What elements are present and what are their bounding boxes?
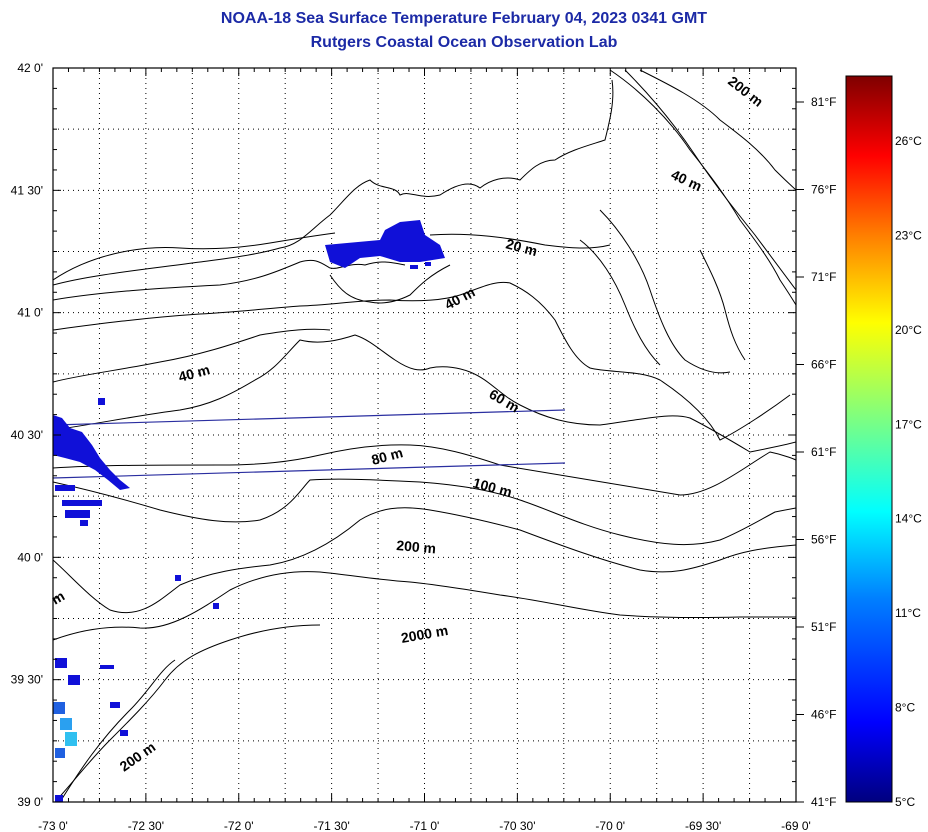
colorbar-label-c: 8°C	[895, 701, 915, 715]
latitude-label: 40 30'	[11, 428, 43, 442]
contour-label: 100 m	[471, 474, 513, 500]
map-ticks	[52, 67, 797, 803]
transect-lines	[52, 409, 566, 479]
bathymetry-contours	[53, 69, 796, 802]
colorbar-label-f: 51°F	[811, 620, 836, 634]
colorbar: 81°F 76°F 71°F 66°F 61°F 56°F 51°F 46°F 41°F 26°…	[796, 75, 922, 809]
colorbar-label-f: 41°F	[811, 795, 836, 809]
longitude-label: -70 0'	[595, 819, 625, 832]
colorbar-label-c: 14°C	[895, 512, 922, 526]
contour-60m	[53, 334, 796, 453]
longitude-label: -72 30'	[128, 819, 164, 832]
longitude-label: -71 0'	[410, 819, 440, 832]
contour-label: 40 m	[177, 361, 212, 385]
colorbar-label-c: 5°C	[895, 795, 915, 809]
contour-label: 20 m	[504, 235, 539, 259]
contour-label: m	[49, 588, 68, 608]
contour-label: 40 m	[669, 166, 705, 194]
colorbar-celsius-labels: 26°C 23°C 20°C 17°C 14°C 11°C 8°C 5°C	[895, 134, 922, 809]
colorbar-label-f: 46°F	[811, 708, 836, 722]
contour-40m-north	[53, 281, 791, 441]
latitude-label: 41 0'	[17, 306, 43, 320]
contour-200m-ne	[639, 69, 796, 191]
contour-20m	[53, 232, 336, 281]
colorbar-fahrenheit-labels: 81°F 76°F 71°F 66°F 61°F 56°F 51°F 46°F 41°F	[796, 95, 836, 809]
contour-label: 200 m	[117, 739, 159, 775]
latitude-label: 41 30'	[11, 183, 43, 197]
colorbar-label-c: 26°C	[895, 134, 922, 148]
longitude-label: -70 30'	[499, 819, 535, 832]
contour-label: 200 m	[725, 73, 766, 110]
colorbar-label-f: 71°F	[811, 270, 836, 284]
contour-40m-south	[53, 328, 331, 383]
contour-200m-mid	[53, 507, 796, 614]
longitude-label: -73 0'	[38, 819, 68, 832]
longitude-label: -71 30'	[313, 819, 349, 832]
longitude-label: -72 0'	[224, 819, 254, 832]
contour-label: 200 m	[396, 537, 437, 556]
contour-label: 2000 m	[400, 622, 450, 646]
colorbar-gradient	[845, 75, 893, 803]
longitude-label: -69 0'	[781, 819, 811, 832]
latitude-label: 39 30'	[11, 673, 43, 687]
contour-label: 80 m	[370, 444, 405, 468]
contour-100m	[53, 478, 796, 546]
contour-labels: 200 m 40 m 20 m 40 m 40 m 60 m 80 m 100 …	[49, 73, 767, 775]
latitude-label: 39 0'	[17, 795, 43, 809]
colorbar-label-f: 61°F	[811, 445, 836, 459]
contour-200m-sw	[54, 624, 321, 802]
colorbar-label-f: 81°F	[811, 95, 836, 109]
colorbar-label-c: 23°C	[895, 228, 922, 242]
colorbar-label-c: 11°C	[895, 606, 921, 620]
map-title: NOAA-18 Sea Surface Temperature February…	[220, 10, 708, 27]
contour-label: 40 m	[442, 284, 478, 313]
colorbar-label-f: 76°F	[811, 183, 836, 197]
contour-80m	[53, 444, 796, 496]
colorbar-label-c: 17°C	[895, 417, 922, 431]
map-subtitle: Rutgers Coastal Ocean Observation Lab	[310, 34, 618, 51]
colorbar-label-f: 56°F	[811, 533, 836, 547]
sst-pixels	[53, 220, 445, 802]
longitude-labels: -73 0' -72 30' -72 0' -71 30' -71 0' -70 30' -…	[38, 819, 811, 832]
colorbar-label-c: 20°C	[895, 323, 922, 337]
coastline	[53, 79, 614, 286]
latitude-label: 42 0'	[17, 61, 43, 75]
latitude-labels: 42 0' 41 30' 41 0' 40 30' 40 0' 39 30' 39 0'	[11, 61, 43, 809]
colorbar-label-f: 66°F	[811, 358, 836, 372]
contour-2000m	[53, 571, 796, 641]
contour-40m-ne	[609, 69, 796, 306]
longitude-label: -69 30'	[685, 819, 721, 832]
latitude-label: 40 0'	[17, 550, 43, 564]
